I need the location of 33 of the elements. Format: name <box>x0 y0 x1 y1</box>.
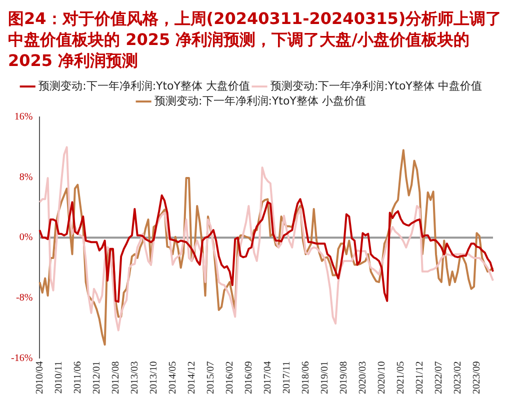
x-tick-label: 2016/02 <box>224 361 236 394</box>
x-tick-label: 2020/10 <box>376 361 388 394</box>
x-tick-label: 2022/07 <box>433 361 444 394</box>
x-tick-label: 2014/05 <box>167 361 178 394</box>
x-tick-label: 2021/12 <box>414 361 426 394</box>
x-tick-label: 2016/09 <box>243 361 254 394</box>
x-tick-label: 2014/12 <box>186 361 198 394</box>
x-tick-label: 2012/01 <box>91 361 102 394</box>
x-tick-label: 2023/02 <box>452 361 464 394</box>
chart-title: 图24：对于价值风格，上周(20240311-20240315)分析师上调了中盘价值板块的 2025 净利润预测，下调了大盘/小盘价值板块的 2025 净利润预测 <box>8 8 503 71</box>
legend-label: 预测变动:下一年净利润:YtoY整体 小盘价值 <box>154 94 366 108</box>
y-tick-label: 8% <box>19 172 33 183</box>
x-tick-label: 2019/01 <box>319 361 330 394</box>
x-tick-label: 2019/08 <box>338 361 350 394</box>
x-tick-label: 2012/08 <box>110 361 122 394</box>
x-tick-label: 2023/09 <box>471 361 482 394</box>
legend-label: 预测变动:下一年净利润:YtoY整体 大盘价值 <box>38 79 250 92</box>
x-tick-label: 2013/10 <box>148 361 160 394</box>
y-tick-label: -8% <box>16 292 33 304</box>
x-tick-label: 2017/11 <box>281 361 292 394</box>
x-tick-label: 2011/06 <box>72 361 84 394</box>
y-tick-label: -16% <box>10 352 33 364</box>
x-tick-label: 2015/07 <box>205 361 216 394</box>
x-tick-label: 2018/06 <box>300 361 312 394</box>
x-tick-label: 2013/03 <box>129 361 140 394</box>
x-tick-label: 2010/11 <box>53 361 64 394</box>
legend-label: 预测变动:下一年净利润:YtoY整体 中盘价值 <box>270 79 482 92</box>
x-tick-label: 2010/04 <box>34 361 46 394</box>
x-tick-label: 2021/05 <box>395 361 406 394</box>
y-tick-label: 16% <box>14 112 33 123</box>
x-tick-label: 2017/04 <box>262 361 274 394</box>
x-tick-label: 2020/03 <box>357 361 368 394</box>
y-tick-label: 0% <box>19 232 33 244</box>
